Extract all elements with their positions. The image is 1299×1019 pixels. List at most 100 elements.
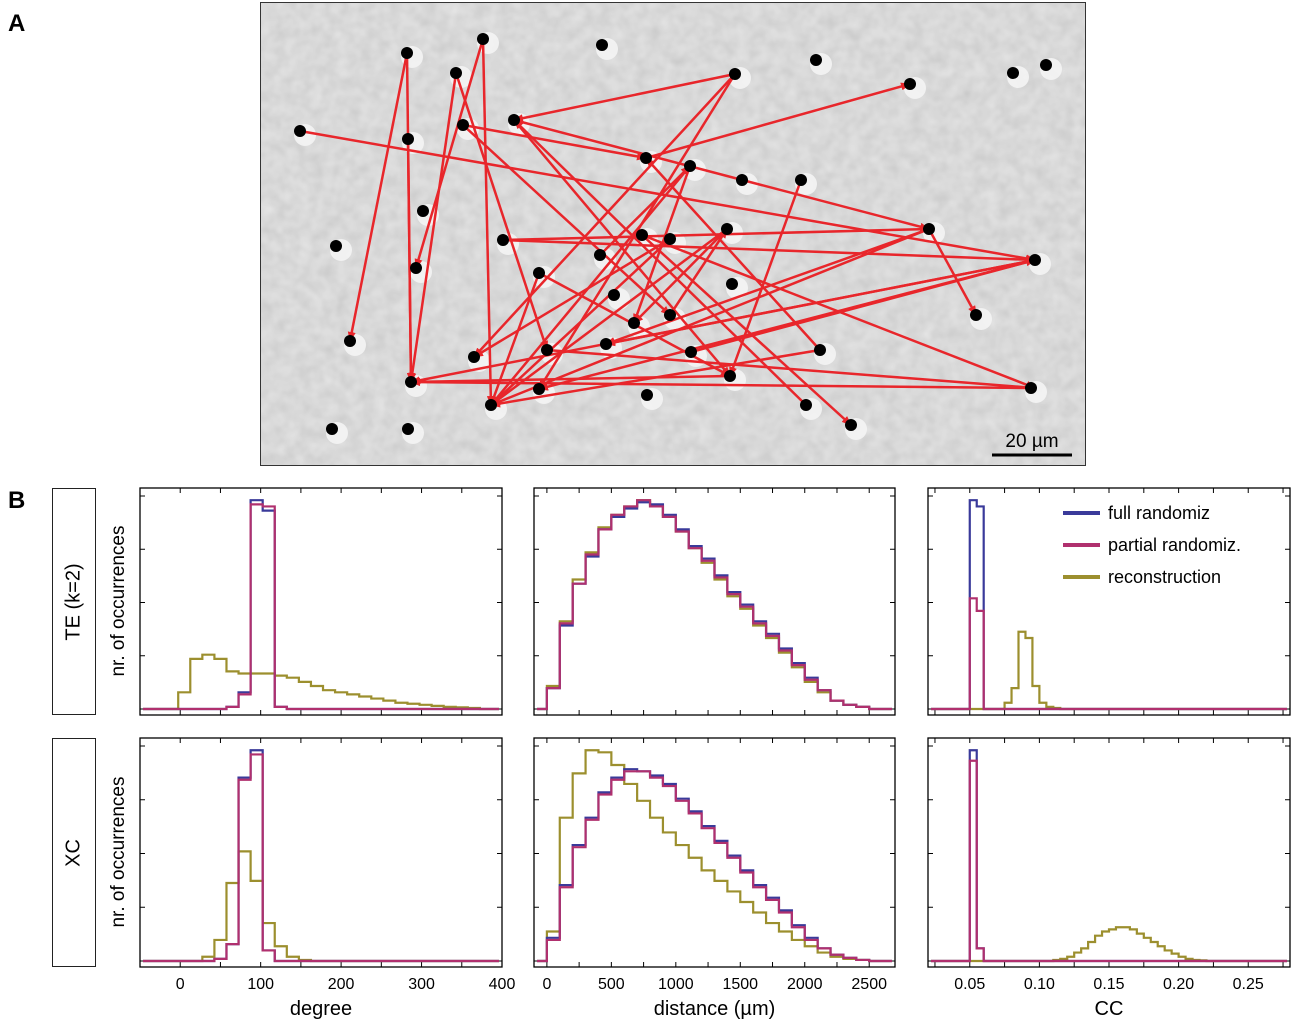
x-tick-label: 2000 xyxy=(787,976,823,993)
connection-arrow xyxy=(605,258,1036,347)
cell-body xyxy=(845,419,857,431)
cell-body xyxy=(1007,67,1019,79)
cell-body xyxy=(736,174,748,186)
cell-body xyxy=(410,262,422,274)
cell-body xyxy=(344,335,356,347)
cell-body xyxy=(726,278,738,290)
x-tick-label: 1000 xyxy=(658,976,694,993)
connection-arrow xyxy=(645,157,821,351)
cell-body xyxy=(810,54,822,66)
series-line xyxy=(537,501,892,711)
cell-body xyxy=(594,249,606,261)
connection-arrow xyxy=(690,258,1036,354)
connection-arrow xyxy=(490,227,930,407)
connection-arrow xyxy=(599,165,691,256)
plot-frame xyxy=(139,737,503,968)
cell-body xyxy=(724,370,736,382)
cell-body xyxy=(468,351,480,363)
connection-arrow xyxy=(513,118,930,231)
cell-body xyxy=(533,383,545,395)
cell-body xyxy=(600,338,612,350)
cell-body xyxy=(721,223,733,235)
cell-body xyxy=(814,344,826,356)
plot-frame xyxy=(139,487,503,716)
cell-body xyxy=(970,309,982,321)
cell-body xyxy=(541,344,553,356)
connection-arrow xyxy=(473,73,736,358)
micrograph-canvas: 20 µm xyxy=(261,3,1085,465)
cell-body xyxy=(904,78,916,90)
connection-arrow xyxy=(633,228,728,324)
x-tick-label: 0 xyxy=(176,976,185,993)
plot-frame xyxy=(533,487,896,716)
x-tick-label: 2500 xyxy=(851,976,887,993)
histogram-panel xyxy=(533,487,896,716)
x-axis-label: distance (µm) xyxy=(654,998,776,1019)
cell-body xyxy=(405,376,417,388)
connection-arrow xyxy=(473,237,671,359)
cell-body xyxy=(294,125,306,137)
plot-frame xyxy=(533,737,896,968)
series-line xyxy=(931,759,1287,963)
legend: full randomiz partial randomiz. reconstruc… xyxy=(1063,503,1241,587)
connection-arrow xyxy=(414,38,485,269)
x-tick-label: 0.10 xyxy=(1024,976,1055,993)
cell-body xyxy=(477,33,489,45)
cell-body xyxy=(457,119,469,131)
network-micrograph: 20 µm xyxy=(260,2,1086,466)
cell-body xyxy=(923,223,935,235)
histogram-panel: 0 100 200 300 400 degree xyxy=(139,737,515,1019)
cell-body xyxy=(664,233,676,245)
x-tick-label: 200 xyxy=(328,976,355,993)
cell-body xyxy=(417,205,429,217)
series-line xyxy=(143,503,499,711)
connection-arrow xyxy=(462,124,671,316)
cell-body xyxy=(402,423,414,435)
series-line xyxy=(537,499,892,711)
panel-label-a: A xyxy=(8,10,26,37)
series-line xyxy=(931,597,1287,711)
connection-arrow xyxy=(408,72,458,383)
connection-arrow xyxy=(668,228,729,316)
cell-body xyxy=(1029,254,1041,266)
row-label-box-xc: XC xyxy=(52,738,96,967)
connection-arrow xyxy=(502,238,1036,264)
series-line xyxy=(537,768,892,963)
series-line xyxy=(537,499,892,711)
cell-body xyxy=(636,229,648,241)
cell-body xyxy=(1025,382,1037,394)
connection-arrow xyxy=(299,129,1036,263)
row-label-box-te: TE (k=2) xyxy=(52,488,96,715)
series-line xyxy=(143,499,499,711)
series-line xyxy=(143,753,499,963)
cell-body xyxy=(664,309,676,321)
cell-body xyxy=(628,317,640,329)
cell-body xyxy=(326,423,338,435)
cell-body xyxy=(402,133,414,145)
series-line xyxy=(143,850,499,963)
x-axis-label: degree xyxy=(290,998,352,1019)
x-tick-label: 100 xyxy=(247,976,274,993)
x-tick-label: 0.05 xyxy=(954,976,985,993)
panel-label-b: B xyxy=(8,487,26,514)
cell-body xyxy=(330,240,342,252)
cell-body xyxy=(641,389,653,401)
series-line xyxy=(143,653,499,711)
connection-arrow xyxy=(454,72,549,351)
cell-body xyxy=(497,234,509,246)
connection-arrow xyxy=(605,227,930,346)
cell-body xyxy=(684,160,696,172)
x-tick-label: 0 xyxy=(542,976,551,993)
histogram-panel xyxy=(927,487,1291,716)
cell-body xyxy=(608,289,620,301)
plot-frame xyxy=(927,737,1291,968)
cell-body xyxy=(729,68,741,80)
connection-arrow xyxy=(410,378,1032,390)
x-tick-label: 500 xyxy=(598,976,625,993)
connection-arrow xyxy=(490,227,728,407)
cell-bodies xyxy=(294,33,1052,435)
cell-body xyxy=(685,346,697,358)
scale-bar-label: 20 µm xyxy=(1005,431,1058,452)
connection-arrow xyxy=(481,38,495,406)
